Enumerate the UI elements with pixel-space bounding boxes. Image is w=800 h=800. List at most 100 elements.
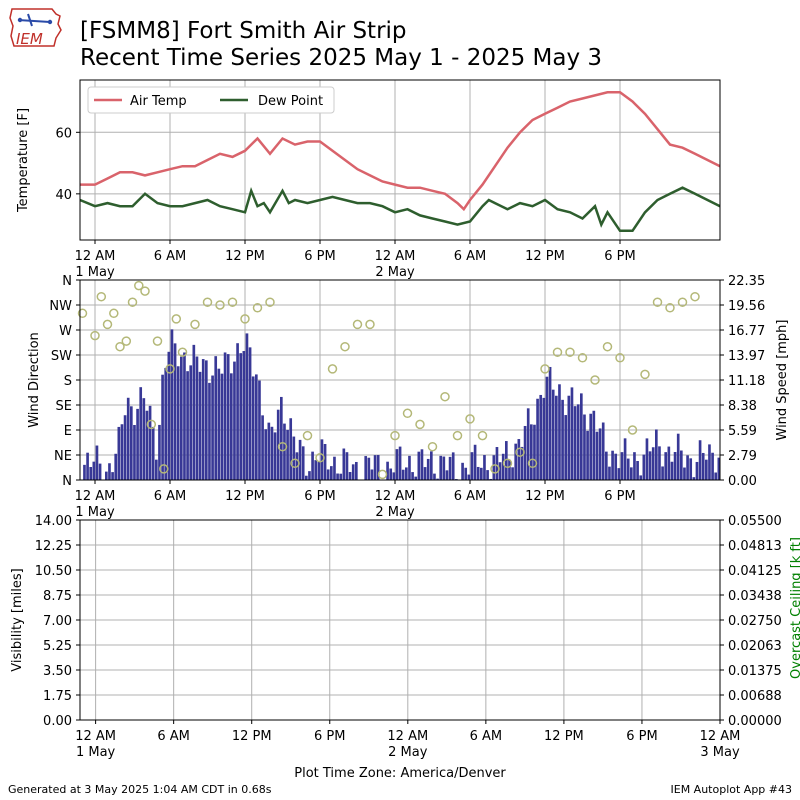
- ceiling-tick-label: 0.03438: [728, 589, 782, 604]
- wind-direction-points: [77, 280, 700, 480]
- x-tick-label: 12 AM: [75, 249, 116, 264]
- visibility-panel: 0.001.753.505.257.008.7510.5012.2514.00 …: [10, 514, 800, 781]
- wind-direction-point: [302, 430, 313, 441]
- speed-tick-label: 8.38: [728, 399, 757, 414]
- wind-speed-bar: [576, 404, 580, 480]
- wind-speed-bar: [608, 466, 611, 480]
- wind-speed-bar: [89, 466, 93, 480]
- app-note: IEM Autoplot App #43: [670, 783, 793, 796]
- wind-panel: N NE E SE S SW W NW N 0.00 2.79 5.59 8.38 11.18 13.97…: [27, 274, 790, 520]
- wind-direction-point: [96, 291, 107, 302]
- wind-direction-point: [102, 319, 113, 330]
- wind-direction-point: [640, 369, 650, 380]
- x-tick-label: 12 AM: [375, 249, 416, 264]
- wind-speed-bar: [367, 457, 371, 480]
- wind-direction-point: [565, 347, 575, 357]
- wind-speed-bar: [176, 366, 180, 480]
- wind-speed-bar: [373, 455, 377, 480]
- wind-speed-bar: [195, 356, 199, 480]
- wind-speed-bar: [301, 446, 305, 480]
- x-tick-label: 12 PM: [232, 729, 272, 744]
- wind-direction-point: [327, 364, 338, 374]
- wind-speed-bar: [245, 333, 249, 480]
- generated-note: Generated at 3 May 2025 1:04 AM CDT in 0…: [8, 783, 272, 796]
- wind-direction-point: [109, 308, 119, 319]
- wind-speed-bar: [601, 422, 605, 480]
- wind-direction-point: [215, 300, 225, 310]
- direction-tick-label: N: [62, 274, 72, 289]
- wind-speed-bar: [501, 453, 505, 480]
- wind-speed-bar: [136, 408, 139, 480]
- visibility-tick-label: 8.75: [43, 589, 72, 604]
- x-tick-label: 6 AM: [454, 249, 487, 264]
- wind-direction-point: [115, 341, 125, 352]
- x-tick-label: 6 AM: [470, 729, 503, 744]
- speed-tick-label: 22.35: [728, 274, 765, 289]
- dew-point-line: [79, 186, 721, 233]
- wind-direction-point: [602, 341, 613, 352]
- ceiling-tick-label: 0.01375: [728, 664, 782, 679]
- wind-direction-point: [202, 297, 213, 307]
- wind-speed-bar: [651, 447, 655, 480]
- wind-speed-bar: [98, 463, 102, 480]
- wind-speed-bar: [695, 461, 699, 480]
- wind-speed-bar: [564, 415, 568, 480]
- temperature-ylabel: Temperature [F]: [16, 108, 31, 213]
- wind-speed-bar: [630, 467, 633, 480]
- wind-speed-bar: [645, 438, 649, 480]
- wind-speed-bar: [411, 472, 414, 480]
- wind-speed-bar: [355, 461, 358, 480]
- visibility-tick-label: 12.25: [35, 539, 72, 554]
- x-tick-label: 6 PM: [304, 249, 335, 264]
- ceiling-tick-label: 0.04125: [728, 564, 782, 579]
- wind-speed-bar: [436, 478, 439, 480]
- wind-speed-bar: [258, 380, 261, 480]
- wind-speed-bar: [545, 376, 549, 480]
- ceiling-tick-label: 0.02750: [728, 614, 782, 629]
- direction-tick-label: S: [64, 374, 72, 389]
- iem-logo: IEM: [9, 8, 62, 48]
- wind-speed-bar: [261, 415, 264, 480]
- wind-direction-point: [159, 464, 169, 474]
- wind-speed-bar: [311, 451, 314, 480]
- visibility-tick-label: 0.00: [43, 714, 72, 729]
- wind-speed-bar: [620, 452, 624, 480]
- wind-speed-bar: [161, 374, 164, 480]
- wind-speed-bar: [376, 455, 380, 480]
- wind-speed-bar: [164, 367, 168, 480]
- x-tick-date: 1 May: [75, 265, 115, 280]
- ceiling-tick-label: 0.00688: [728, 689, 782, 704]
- wind-speed-bar: [489, 478, 493, 480]
- wind-speed-bar: [523, 425, 527, 480]
- wind-speed-bar: [708, 444, 711, 480]
- x-axis-label: Plot Time Zone: America/Denver: [294, 766, 506, 781]
- wind-speed-bar: [505, 441, 508, 480]
- wind-speed-bar: [498, 462, 502, 480]
- wind-speed-bar: [623, 438, 627, 480]
- chart-title: [FSMM8] Fort Smith Air Strip: [80, 18, 407, 44]
- wind-direction-point: [140, 286, 150, 296]
- wind-speed-bar: [492, 455, 496, 480]
- wind-speed-bar: [698, 440, 702, 480]
- wind-direction-point: [134, 280, 144, 291]
- wind-speed-bar: [589, 413, 593, 480]
- wind-speed-bar: [483, 455, 486, 480]
- x-tick-label: 12 AM: [375, 489, 416, 504]
- wind-speed-bar: [317, 460, 321, 480]
- x-tick-label: 12 AM: [387, 729, 428, 744]
- visibility-ylabel: Visibility [miles]: [10, 568, 25, 671]
- wind-speed-bar: [336, 473, 339, 480]
- legend-box: [87, 86, 335, 114]
- wind-speed-bar: [539, 394, 543, 480]
- wind-direction-point: [690, 291, 700, 302]
- visibility-tick-label: 10.50: [35, 564, 72, 579]
- wind-speed-bar: [583, 414, 586, 480]
- wind-direction-point: [127, 297, 138, 307]
- x-tick-date: 1 May: [76, 745, 116, 760]
- wind-speed-bar: [658, 446, 661, 480]
- ceiling-tick-label: 0.04813: [728, 539, 782, 554]
- legend: Air Temp Dew Point: [87, 86, 335, 114]
- wind-speed-bar: [636, 461, 639, 480]
